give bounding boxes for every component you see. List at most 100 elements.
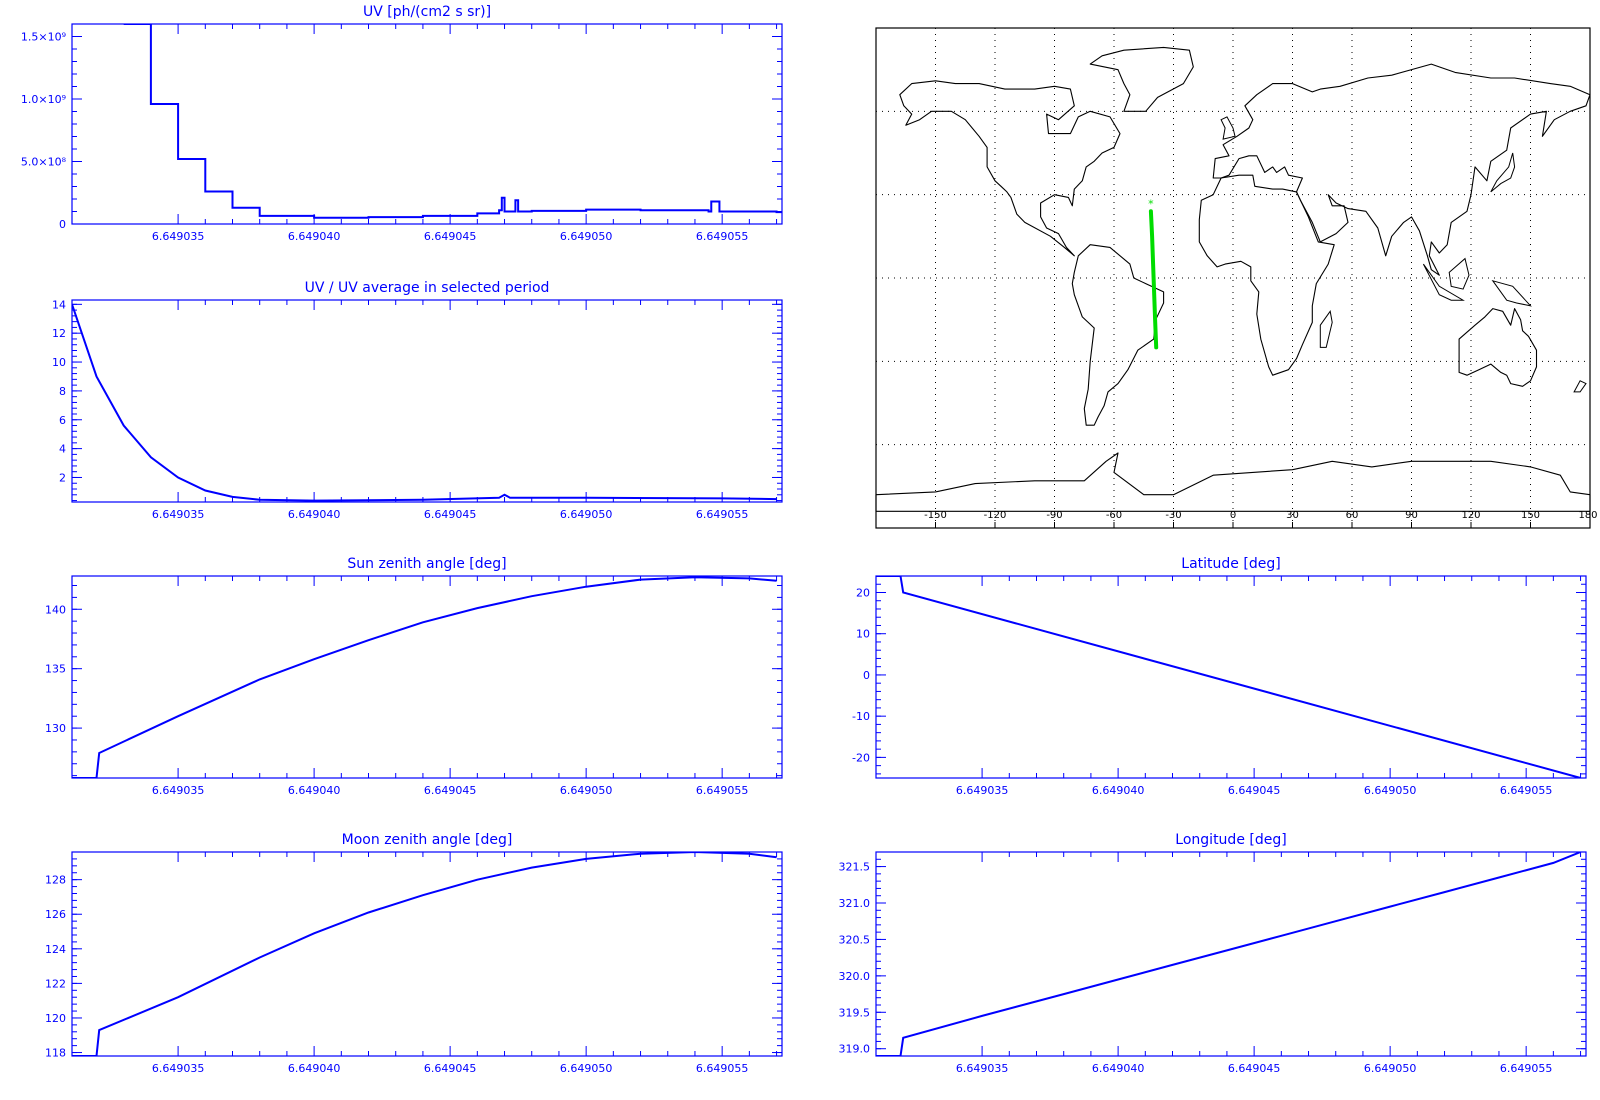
uv-ratio-y-tick-label: 4 xyxy=(59,443,66,456)
map-lon-tick-label: -150 xyxy=(924,510,947,521)
longitude-series-line xyxy=(876,852,1581,1056)
sun-zenith-x-tick-label: 6.649040 xyxy=(288,784,341,797)
uv-ratio-title: UV / UV average in selected period xyxy=(305,280,550,296)
uv-ratio-x-tick-label: 6.649055 xyxy=(696,508,749,521)
moon-zenith-x-tick-label: 6.649035 xyxy=(152,1062,205,1075)
moon-zenith-y-tick-label: 128 xyxy=(45,874,66,887)
sun-zenith-y-tick-label: 135 xyxy=(45,663,66,676)
map-coast-africa xyxy=(1198,174,1335,376)
map-lon-tick-label: 150 xyxy=(1521,510,1540,521)
uv-chart: UV [ph/(cm2 s sr)] 6.649035 6.649040 6.6490… xyxy=(21,4,783,243)
latitude-y-tick-label: 20 xyxy=(856,586,870,599)
map-island-uk xyxy=(1220,116,1236,140)
map-lon-tick-label: -60 xyxy=(1106,510,1122,521)
longitude-x-tick-label: 6.649055 xyxy=(1500,1062,1553,1075)
map-island-new-zealand xyxy=(1573,380,1587,393)
longitude-y-tick-label: 319.0 xyxy=(839,1043,871,1056)
uv-ratio-x-tick-label: 6.649045 xyxy=(424,508,477,521)
map-lon-tick-label: 90 xyxy=(1405,510,1418,521)
sun-zenith-plot-frame xyxy=(71,575,783,779)
longitude-x-tick-label: 6.649040 xyxy=(1092,1062,1145,1075)
uv-ratio-x-tick-label: 6.649035 xyxy=(152,508,205,521)
longitude-y-tick-label: 321.5 xyxy=(839,861,871,874)
uv-y-tick-label: 0 xyxy=(59,218,66,231)
longitude-y-tick-label: 321.0 xyxy=(839,897,871,910)
map-island-japan xyxy=(1490,152,1516,193)
map-lon-tick-label: -90 xyxy=(1046,510,1062,521)
sun-zenith-x-tick-label: 6.649050 xyxy=(560,784,613,797)
sun-zenith-chart: Sun zenith angle [deg] 6.649035 6.649040 6.… xyxy=(45,556,783,797)
longitude-y-tick-label: 320.5 xyxy=(839,933,871,946)
map-island-new-guinea xyxy=(1491,279,1532,307)
longitude-y-tick-label: 319.5 xyxy=(839,1006,871,1019)
uv-x-tick-label: 6.649050 xyxy=(560,230,613,243)
uv-x-tick-label: 6.649055 xyxy=(696,230,749,243)
uv-y-tick-label: 1.0×10⁹ xyxy=(21,93,66,106)
latitude-title: Latitude [deg] xyxy=(1181,556,1280,572)
sun-zenith-y-tick-label: 140 xyxy=(45,603,66,616)
moon-zenith-x-tick-label: 6.649050 xyxy=(560,1062,613,1075)
uv-ratio-y-tick-label: 14 xyxy=(52,298,66,311)
uv-title: UV [ph/(cm2 s sr)] xyxy=(363,4,491,20)
longitude-x-tick-label: 6.649035 xyxy=(956,1062,1009,1075)
map-coast-greenland xyxy=(1089,46,1194,112)
uv-y-tick-label: 1.5×10⁹ xyxy=(21,31,66,44)
uv-ratio-plot-frame xyxy=(71,299,783,503)
uv-ratio-x-tick-label: 6.649050 xyxy=(560,508,613,521)
longitude-x-tick-label: 6.649045 xyxy=(1228,1062,1281,1075)
map-island-borneo xyxy=(1448,257,1470,290)
moon-zenith-chart: Moon zenith angle [deg] 6.649035 6.649040 6… xyxy=(45,832,783,1075)
sun-zenith-x-tick-label: 6.649055 xyxy=(696,784,749,797)
latitude-y-tick-label: 0 xyxy=(863,669,870,682)
sun-zenith-x-tick-label: 6.649035 xyxy=(152,784,205,797)
map-lon-tick-label: 60 xyxy=(1346,510,1359,521)
map-coast-antarctica xyxy=(875,452,1591,512)
latitude-plot-frame xyxy=(875,575,1587,779)
map-island-madagascar xyxy=(1319,310,1333,348)
longitude-y-tick-label: 320.0 xyxy=(839,970,871,983)
uv-y-tick-label: 5.0×10⁸ xyxy=(21,156,67,169)
sun-zenith-series-line xyxy=(72,576,777,778)
world-map-chart: * -150 -120 -90 -60 -30 0 30 60 90 120 150 180 xyxy=(875,27,1598,529)
moon-zenith-y-tick-label: 122 xyxy=(45,977,66,990)
map-coast-australia xyxy=(1458,308,1538,387)
latitude-series-line xyxy=(876,576,1581,778)
uv-ratio-y-tick-label: 2 xyxy=(59,471,66,484)
uv-ratio-chart: UV / UV average in selected period 6.6490… xyxy=(52,280,783,521)
moon-zenith-x-tick-label: 6.649045 xyxy=(424,1062,477,1075)
sun-zenith-x-tick-label: 6.649045 xyxy=(424,784,477,797)
map-coast-north-america xyxy=(899,80,1121,257)
uv-series-line xyxy=(123,24,782,219)
uv-x-tick-label: 6.649040 xyxy=(288,230,341,243)
longitude-x-tick-label: 6.649050 xyxy=(1364,1062,1417,1075)
sun-zenith-y-tick-label: 130 xyxy=(45,722,66,735)
moon-zenith-x-tick-label: 6.649040 xyxy=(288,1062,341,1075)
longitude-chart: Longitude [deg] 6.649035 6.649040 6.649045 6… xyxy=(839,832,1587,1075)
map-lon-tick-label: 120 xyxy=(1461,510,1480,521)
latitude-chart: Latitude [deg] 6.649035 6.649040 6.649045 6.… xyxy=(852,556,1587,797)
latitude-x-tick-label: 6.649045 xyxy=(1228,784,1281,797)
longitude-title: Longitude [deg] xyxy=(1175,832,1286,848)
map-lon-tick-label: 30 xyxy=(1286,510,1299,521)
moon-zenith-y-tick-label: 120 xyxy=(45,1012,66,1025)
uv-ratio-y-tick-label: 8 xyxy=(59,385,66,398)
uv-ratio-series-line xyxy=(72,303,777,502)
latitude-y-tick-label: -20 xyxy=(852,751,870,764)
moon-zenith-plot-frame xyxy=(71,851,783,1057)
map-lon-tick-label: -30 xyxy=(1165,510,1181,521)
latitude-x-tick-label: 6.649035 xyxy=(956,784,1009,797)
moon-zenith-x-tick-label: 6.649055 xyxy=(696,1062,749,1075)
latitude-x-tick-label: 6.649050 xyxy=(1364,784,1417,797)
moon-zenith-y-tick-label: 124 xyxy=(45,943,66,956)
map-island-indonesia xyxy=(1422,263,1465,301)
latitude-y-tick-label: -10 xyxy=(852,710,870,723)
latitude-x-tick-label: 6.649055 xyxy=(1500,784,1553,797)
latitude-x-tick-label: 6.649040 xyxy=(1092,784,1145,797)
latitude-y-tick-label: 10 xyxy=(856,628,870,641)
map-lon-tick-label: 0 xyxy=(1230,510,1236,521)
map-lon-tick-label: 180 xyxy=(1578,510,1597,521)
map-track-start-marker: * xyxy=(1148,197,1154,210)
uv-x-tick-label: 6.649035 xyxy=(152,230,205,243)
moon-zenith-y-tick-label: 118 xyxy=(45,1047,66,1060)
